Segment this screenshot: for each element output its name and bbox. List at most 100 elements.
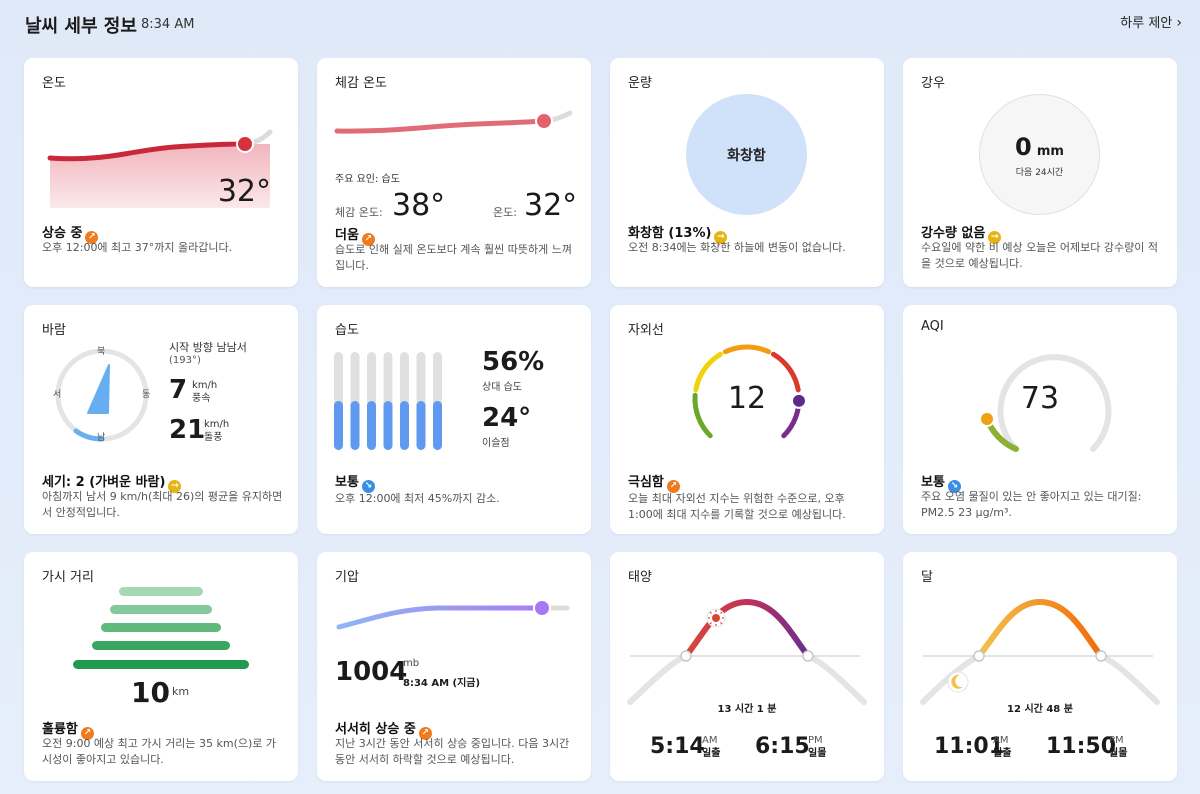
sun-icon <box>706 608 726 628</box>
trend-up-icon: ↗ <box>418 727 432 740</box>
feels-like-card[interactable]: 체감 온도 주요 요인: 습도 체감 온도: 38° 온도: 32° 더움 ↗ 습… <box>317 58 591 287</box>
sunset-time: 6:15 <box>755 734 810 759</box>
humidity-bar-fill <box>433 401 442 450</box>
status-label: 훌륭함 <box>42 722 78 737</box>
wind-speed-unit: km/h 풍속 <box>192 379 217 405</box>
card-title: 달 <box>921 570 933 585</box>
status-label: 상승 중 <box>42 226 83 241</box>
status-text: 훌륭함 ↗ <box>42 718 94 740</box>
cloud-card[interactable]: 운량 화창함 화창함 (13%) → 오전 8:34에는 화창한 하늘에 변동이 … <box>610 58 884 287</box>
wind-compass <box>55 348 149 442</box>
sun-card[interactable]: 태양 13 시간 1 분 5:14 AM 일출 6:15 PM 일몰 <box>610 552 884 781</box>
compass-west: 서 <box>53 390 62 400</box>
temp-label: 온도: <box>493 206 517 219</box>
sunset-label: PM 일몰 <box>808 734 826 760</box>
trend-neutral-icon: → <box>714 231 728 244</box>
speed-label: 풍속 <box>192 393 211 404</box>
moonrise-ampm: AM <box>993 735 1009 746</box>
moon-duration: 12 시간 48 분 <box>1007 704 1073 715</box>
wind-card[interactable]: 바람 북 동 남 서 시작 방향 남남서 (193°) 7 km/h 풍속 21 … <box>24 305 298 534</box>
humidity-bar-fill <box>400 401 409 450</box>
sunrise-label: AM 일출 <box>702 734 720 760</box>
uv-gauge-segment <box>722 344 772 355</box>
visibility-bars <box>73 587 249 669</box>
uv-gauge-segment <box>770 351 801 393</box>
status-label: 화창함 (13%) <box>628 226 712 241</box>
uv-value: 12 <box>727 381 767 416</box>
pressure-value: 1004 <box>335 657 408 687</box>
humidity-bar-fill <box>383 401 393 450</box>
feels-value: 38° <box>392 188 446 223</box>
trend-up-icon: ↗ <box>85 231 99 244</box>
status-label: 보통 <box>335 475 359 490</box>
page-title: 날씨 세부 정보 <box>25 16 137 37</box>
moon-icon <box>947 671 969 693</box>
visibility-value: 10 <box>131 676 170 709</box>
moonrise-time: 11:01 <box>934 734 1005 759</box>
trend-up-icon: ↗ <box>361 233 375 246</box>
forecast-link[interactable]: 하루 제안 › <box>1120 12 1182 31</box>
aqi-value: 73 <box>1020 381 1060 416</box>
uv-gauge <box>692 344 807 439</box>
aqi-card[interactable]: AQI 73 보통 ↘ 주요 오염 물질이 있는 안 좋아지고 있는 대기질: P… <box>903 305 1177 534</box>
chevron-right-icon: › <box>1176 15 1182 31</box>
status-text: 보통 ↘ <box>921 471 961 493</box>
description: 아침까지 남서 9 km/h(최대 26)의 평균을 유지하면서 안정적입니다. <box>42 490 283 519</box>
description: 오전 9:00 예상 최고 가시 거리는 35 km(으)로 가시성이 좋아지고… <box>42 737 277 766</box>
uv-indicator <box>790 392 807 409</box>
status-text: 극심함 ↗ <box>628 471 680 493</box>
rain-card[interactable]: 강우 0 mm 다음 24시간 강수량 없음 → 수요일에 약한 비 예상 오늘은… <box>903 58 1177 287</box>
feels-like-graph <box>334 110 573 134</box>
status-text: 화창함 (13%) → <box>628 222 728 244</box>
wind-speed: 7 <box>169 375 188 405</box>
visibility-card[interactable]: 가시 거리 10 km 훌륭함 ↗ 오전 9:00 예상 최고 가시 거리는 35… <box>24 552 298 781</box>
humidity-bars <box>334 352 442 450</box>
rain-value: 0 <box>1015 133 1032 161</box>
description: 오후 12:00에 최고 37°까지 올라갑니다. <box>42 241 233 254</box>
temperature-card[interactable]: 온도 32° 상승 중 ↗ 오후 12:00에 최고 37°까지 올라갑니다. <box>24 58 298 287</box>
moonset-text: 월몰 <box>1109 748 1128 759</box>
pressure-card[interactable]: 기압 1004 mb 8:34 AM (지금) 서서히 상승 중 ↗ 지난 3시간… <box>317 552 591 781</box>
cloud-circle: 화창함 <box>686 94 807 215</box>
wind-gust: 21 <box>169 415 206 445</box>
sunrise-time: 5:14 <box>650 734 705 759</box>
wind-direction: 시작 방향 남남서 <box>169 341 247 354</box>
status-text: 더움 ↗ <box>335 224 375 246</box>
uv-card[interactable]: 자외선 12 극심함 ↗ 오늘 최대 자외선 지수는 위험한 수준으로, 오후 1… <box>610 305 884 534</box>
moonset-time: 11:50 <box>1046 734 1117 759</box>
aqi-gauge <box>979 354 1112 452</box>
humidity-card[interactable]: 습도 56% 상대 습도 24° 이슬점 보통 ↘ 오후 12:00에 최저 45… <box>317 305 591 534</box>
status-text: 보통 ↘ <box>335 471 375 493</box>
trend-neutral-icon: → <box>168 480 182 493</box>
cloud-circle-label: 화창함 <box>727 147 766 164</box>
pressure-unit: mb <box>403 658 420 669</box>
description: 습도로 인해 실제 온도보다 계속 훨씬 따뜻하게 느껴집니다. <box>335 243 572 272</box>
dew-label: 이슬점 <box>482 438 510 449</box>
humidity-bar-fill <box>350 401 360 450</box>
temp-value: 32° <box>524 188 578 223</box>
speed-unit: km/h <box>192 380 218 391</box>
card-title: 가시 거리 <box>42 570 94 585</box>
trend-down-icon: ↘ <box>361 480 375 493</box>
uv-gauge-segment <box>692 392 713 439</box>
pressure-time: 8:34 AM (지금) <box>403 678 481 689</box>
card-title: 체감 온도 <box>335 76 387 91</box>
sun-duration: 13 시간 1 분 <box>717 704 777 715</box>
card-title: 습도 <box>335 323 359 338</box>
status-label: 세기: 2 (가벼운 바람) <box>42 475 166 490</box>
humidity-bar-fill <box>367 401 376 450</box>
humidity-bar-fill <box>416 401 426 450</box>
trend-up-icon: ↗ <box>666 480 680 493</box>
temperature-graph <box>47 129 273 208</box>
moon-card[interactable]: 달 12 시간 48 분 11:01 AM 월출 11:50 PM 월몰 <box>903 552 1177 781</box>
card-title: 태양 <box>628 570 652 585</box>
visibility-unit: km <box>172 685 190 698</box>
status-label: 강수량 없음 <box>921 226 986 241</box>
sunrise-ampm: AM <box>702 735 718 746</box>
sunrise-text: 일출 <box>702 748 721 759</box>
card-title: 바람 <box>42 323 66 338</box>
humidity-value: 56% <box>482 347 545 377</box>
description: 주요 오염 물질이 있는 안 좋아지고 있는 대기질: PM2.5 23 μg/… <box>921 490 1142 519</box>
humidity-bar-fill <box>334 401 343 450</box>
wind-gust-unit: km/h 돌풍 <box>204 418 229 444</box>
